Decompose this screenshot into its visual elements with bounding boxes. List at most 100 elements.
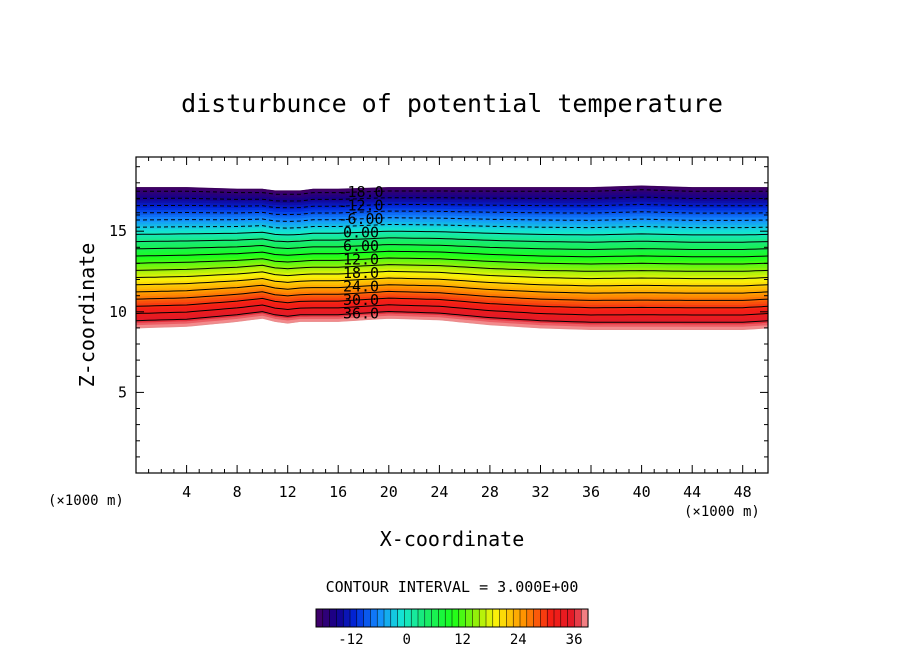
colorbar-swatch — [444, 608, 453, 628]
x-tick-label: 20 — [380, 483, 398, 501]
colorbar-swatch — [540, 608, 548, 628]
colorbar-swatch — [322, 608, 331, 628]
colorbar-swatch — [383, 608, 392, 628]
x-tick-label: 24 — [430, 483, 448, 501]
colorbar-swatch — [438, 608, 446, 628]
x-axis-title: X-coordinate — [380, 527, 525, 551]
contour-line — [136, 237, 768, 243]
contour-label-layer: -18.0-12.0-6.000.006.0012.018.024.030.03… — [338, 183, 383, 322]
x-tick-label: 32 — [531, 483, 549, 501]
colorbar-swatch — [370, 608, 378, 628]
contour-line — [136, 217, 768, 222]
contour-boundary-top — [136, 185, 768, 192]
colorbar-swatch — [390, 608, 399, 628]
x-unit-right: (×1000 m) — [684, 504, 760, 520]
colorbar-swatch — [512, 608, 521, 628]
colorbar-swatch — [526, 608, 535, 628]
contour-line — [136, 264, 768, 272]
x-tick-label: 36 — [582, 483, 600, 501]
contour-line — [136, 230, 768, 236]
colorbar-swatch — [349, 608, 358, 628]
colorbar-swatch — [410, 608, 419, 628]
contour-line — [136, 277, 768, 287]
contour-label: 18.0 — [343, 264, 379, 282]
colorbar-tick-label: 12 — [454, 632, 471, 648]
colorbar-tick-label: 0 — [402, 632, 410, 648]
x-tick-label: 40 — [633, 483, 651, 501]
contour-line — [136, 203, 768, 209]
colorbar-swatch — [356, 608, 365, 628]
contour-label: 12.0 — [343, 250, 379, 268]
x-tick-label: 28 — [481, 483, 499, 501]
contour-line — [136, 250, 768, 258]
contour-line — [136, 257, 768, 265]
colorbar-swatch — [519, 608, 528, 628]
contour-label: -6.00 — [338, 210, 383, 228]
x-tick-label: 16 — [329, 483, 347, 501]
contour-line — [136, 290, 768, 301]
colorbar-swatch — [499, 608, 507, 628]
colorbar-swatch — [397, 608, 405, 628]
x-tick-label: 4 — [182, 483, 191, 501]
x-tick-label: 8 — [233, 483, 242, 501]
colorbar: -12 0 12 24 36 — [315, 608, 589, 648]
contour-label: -18.0 — [338, 183, 383, 201]
contour-label: 24.0 — [343, 277, 379, 295]
y-tick-label: 10 — [109, 303, 127, 321]
contour-line — [136, 304, 768, 316]
colorbar-swatch — [465, 608, 473, 628]
contour-line — [136, 297, 768, 309]
colorbar-swatch — [424, 608, 433, 628]
colorbar-swatch — [546, 608, 555, 628]
x-tick-label: 44 — [683, 483, 701, 501]
colorbar-swatch — [431, 608, 439, 628]
colorbar-swatch — [560, 608, 569, 628]
colorbar-swatch — [342, 608, 351, 628]
colorbar-swatch — [363, 608, 371, 628]
colorbar-swatch — [492, 608, 501, 628]
colorbar-swatch — [553, 608, 562, 628]
x-tick-label: 12 — [279, 483, 297, 501]
y-axis-title: Z-coordinate — [75, 243, 99, 388]
colorbar-swatch — [404, 608, 412, 628]
colorbar-swatch — [472, 608, 480, 628]
contour-line-layer — [136, 185, 768, 330]
x-tick-label: 48 — [734, 483, 752, 501]
colorbar-swatch — [478, 608, 487, 628]
contour-line — [136, 210, 768, 216]
contour-line — [136, 196, 768, 202]
contour-label: 36.0 — [343, 304, 379, 322]
colorbar-swatch — [574, 608, 582, 628]
contour-line — [136, 189, 768, 195]
colorbar-tick-label: 24 — [510, 632, 527, 648]
colorbar-swatch — [580, 608, 589, 628]
contour-line — [136, 224, 768, 229]
contour-interval-text: CONTOUR INTERVAL = 3.000E+00 — [326, 578, 579, 596]
colorbar-swatch — [567, 608, 575, 628]
contour-label: 6.00 — [343, 237, 379, 255]
colorbar-tick-label: 36 — [566, 632, 583, 648]
contour-boundary-bottom — [136, 317, 768, 330]
colorbar-tick-label: -12 — [338, 632, 363, 648]
colorbar-swatch — [417, 608, 426, 628]
chart-title: disturbunce of potential temperature — [181, 89, 723, 118]
contour-line — [136, 310, 768, 323]
colorbar-swatch — [376, 608, 385, 628]
contour-label: 30.0 — [343, 291, 379, 309]
contour-line — [136, 244, 768, 251]
colorbar-swatch — [506, 608, 514, 628]
colorbar-swatch — [329, 608, 337, 628]
colorbar-swatch — [485, 608, 494, 628]
colorbar-swatch — [533, 608, 541, 628]
y-tick-label: 15 — [109, 222, 127, 240]
contour-label: 0.00 — [343, 223, 379, 241]
colorbar-swatch — [451, 608, 460, 628]
contour-line — [136, 270, 768, 280]
y-tick-label: 5 — [118, 383, 127, 401]
colorbar-swatch — [336, 608, 344, 628]
colorbar-frame — [315, 608, 589, 628]
contour-label: -12.0 — [338, 196, 383, 214]
